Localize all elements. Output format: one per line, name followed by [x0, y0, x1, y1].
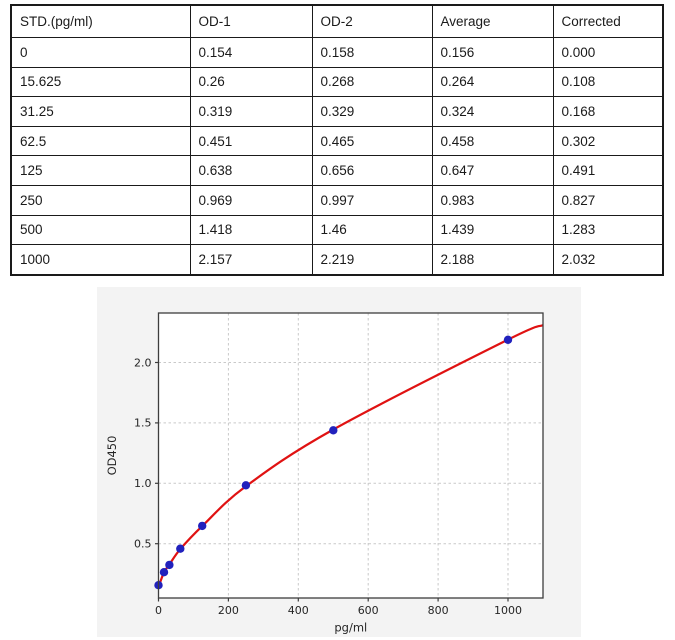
table-cell: 0.324: [431, 96, 554, 127]
table-cell: 0.000: [552, 37, 664, 68]
table-cell: 250: [10, 184, 191, 216]
table-cell: 2.032: [552, 244, 664, 276]
header-cell-0: STD.(pg/ml): [10, 4, 191, 38]
table-cell: 125: [10, 155, 191, 186]
standard-curve-chart: 0 200 400 600 800 1000 0.5 1.0 1.5 2.0 pg/ml OD450: [105, 312, 544, 635]
data-point: [198, 521, 207, 531]
x-axis-label: pg/ml: [334, 621, 367, 635]
standards-table: STD.(pg/ml) OD-1 OD-2 Average Corrected 0 0.1…: [10, 4, 664, 276]
table-cell: 0.451: [189, 125, 313, 157]
table-cell: 0.997: [311, 184, 433, 216]
data-point: [176, 544, 185, 553]
data-point: [165, 560, 174, 570]
table-header-row: STD.(pg/ml) OD-1 OD-2 Average Corrected: [10, 4, 664, 38]
table-row: 1000 2.157 2.219 2.188 2.032: [10, 244, 664, 276]
data-point: [329, 426, 338, 435]
table-cell: 0.26: [189, 66, 313, 98]
header-cell-2: OD-2: [311, 4, 433, 38]
table-cell: 0.156: [431, 37, 554, 68]
table-cell: 1000: [10, 244, 191, 276]
y-tick-label: 1.0: [134, 477, 152, 490]
table-cell: 0.168: [552, 96, 664, 127]
table-cell: 0.969: [189, 184, 313, 216]
table-header: STD.(pg/ml) OD-1 OD-2 Average Corrected: [10, 4, 664, 38]
table-cell: 1.283: [552, 214, 664, 246]
table-cell: 1.46: [311, 214, 433, 246]
x-tick-label: 200: [218, 604, 239, 617]
table-cell: 0.656: [311, 155, 433, 186]
table-row: 500 1.418 1.46 1.439 1.283: [10, 214, 664, 246]
table-cell: 0.491: [552, 155, 664, 186]
table-cell: 15.625: [10, 66, 191, 98]
standard-curve-figure: 0 200 400 600 800 1000 0.5 1.0 1.5 2.0 pg/ml OD450: [97, 287, 581, 637]
fitted-curve-line: [157, 324, 544, 588]
x-tick-label: 800: [428, 604, 449, 617]
table-cell: 1.439: [431, 214, 554, 246]
table-row: 31.25 0.319 0.329 0.324 0.168: [10, 96, 664, 127]
table-cell: 0.302: [552, 125, 664, 157]
x-tick-label: 1000: [494, 604, 522, 617]
table-cell: 0.158: [311, 37, 433, 68]
table-cell: 0.458: [431, 125, 554, 157]
table-row: 250 0.969 0.997 0.983 0.827: [10, 184, 664, 216]
y-tick-label: 0.5: [134, 538, 152, 551]
plot-area: [158, 313, 543, 598]
y-tick-label: 2.0: [134, 356, 152, 369]
table-cell: 2.157: [189, 244, 313, 276]
table-cell: 0.154: [189, 37, 313, 68]
x-tick-label: 0: [155, 604, 162, 617]
table-cell: 0.264: [431, 66, 554, 98]
table-cell: 0.108: [552, 66, 664, 98]
table-cell: 0.319: [189, 96, 313, 127]
table-cell: 0.268: [311, 66, 433, 98]
table-row: 0 0.154 0.158 0.156 0.000: [10, 37, 664, 68]
plot-border: [157, 312, 544, 599]
table-body: 0 0.154 0.158 0.156 0.000 15.625 0.26 0.268 0.26…: [10, 37, 664, 276]
table-cell: 0.465: [311, 125, 433, 157]
y-tick-label: 1.5: [134, 417, 152, 430]
table-cell: 500: [10, 214, 191, 246]
x-tick-label: 400: [288, 604, 309, 617]
table-cell: 0.647: [431, 155, 554, 186]
table-cell: 0.638: [189, 155, 313, 186]
data-point: [241, 481, 251, 490]
y-axis-label: OD450: [105, 436, 119, 476]
data-point: [503, 335, 513, 344]
table-cell: 2.219: [311, 244, 433, 276]
table-cell: 31.25: [10, 96, 191, 127]
header-cell-1: OD-1: [189, 4, 313, 38]
table-cell: 0.329: [311, 96, 433, 127]
x-tick-label: 600: [358, 604, 379, 617]
header-cell-4: Corrected: [552, 4, 664, 38]
table-cell: 62.5: [10, 125, 191, 157]
table-row: 125 0.638 0.656 0.647 0.491: [10, 155, 664, 186]
table-cell: 1.418: [189, 214, 313, 246]
header-cell-3: Average: [431, 4, 554, 38]
table-cell: 0.827: [552, 184, 664, 216]
table-cell: 2.188: [431, 244, 554, 276]
table-row: 62.5 0.451 0.465 0.458 0.302: [10, 125, 664, 157]
data-point: [159, 568, 169, 577]
table-cell: 0.983: [431, 184, 554, 216]
table-row: 15.625 0.26 0.268 0.264 0.108: [10, 66, 664, 98]
table-cell: 0: [10, 37, 191, 68]
